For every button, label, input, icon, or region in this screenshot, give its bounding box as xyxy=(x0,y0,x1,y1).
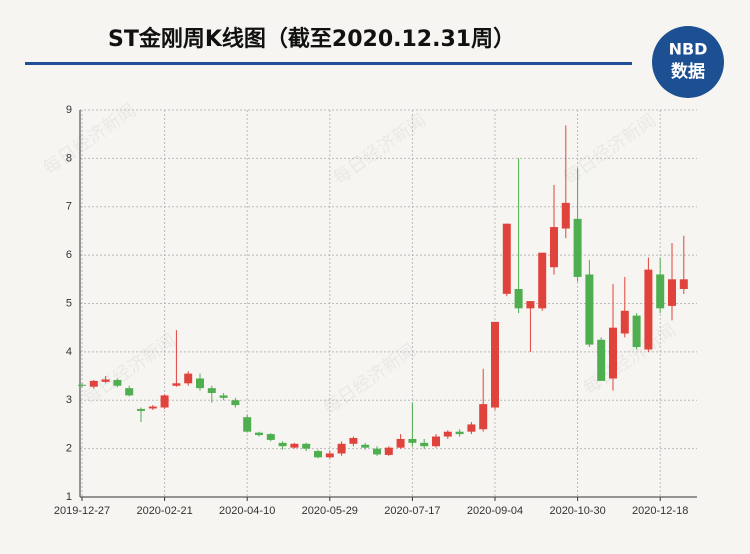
candle-body xyxy=(125,388,134,396)
candle-body xyxy=(101,379,110,382)
candle-body xyxy=(609,327,617,379)
y-tick-label: 3 xyxy=(66,394,72,406)
candle-body xyxy=(514,288,523,309)
y-tick-label: 2 xyxy=(66,443,72,455)
candle-body xyxy=(373,448,381,455)
candle-body xyxy=(361,444,370,448)
candle-body xyxy=(585,274,594,345)
candle-body xyxy=(137,408,145,411)
logo-circle xyxy=(652,26,724,98)
x-tick-label: 2020-07-17 xyxy=(384,505,440,517)
candle-body xyxy=(89,380,98,387)
candle-body xyxy=(148,406,157,409)
candle-body xyxy=(420,442,429,447)
logo-text: 数据 xyxy=(671,61,705,82)
x-tick-label: 2019-12-27 xyxy=(54,505,110,517)
candle-body xyxy=(255,432,263,436)
candle-body xyxy=(219,395,228,398)
x-tick-label: 2020-04-10 xyxy=(219,505,275,517)
candle-body xyxy=(396,438,405,448)
logo-text: NBD xyxy=(669,40,708,59)
y-tick-label: 7 xyxy=(66,201,72,213)
candle-body xyxy=(349,437,358,444)
y-tick-label: 1 xyxy=(66,491,72,503)
candle-body xyxy=(644,269,653,350)
logo: NBD 数据 xyxy=(652,26,724,98)
candle-body xyxy=(207,388,216,393)
candle-body xyxy=(302,443,311,449)
x-tick-label: 2020-05-29 xyxy=(302,505,358,517)
title-rule xyxy=(25,62,632,65)
candle-body xyxy=(231,400,240,406)
candle-body xyxy=(479,404,488,430)
y-tick-label: 4 xyxy=(66,346,72,358)
candle-body xyxy=(408,438,417,443)
candle-body xyxy=(290,443,299,448)
candle-body xyxy=(632,315,641,348)
candle-body xyxy=(656,274,665,309)
y-tick-label: 8 xyxy=(66,152,72,164)
y-tick-label: 5 xyxy=(66,297,72,309)
candle-body xyxy=(538,252,547,309)
candle-body xyxy=(314,451,322,458)
candle-body xyxy=(196,378,204,389)
candle-body xyxy=(172,383,181,386)
candle-body xyxy=(184,373,193,384)
candle-body xyxy=(573,218,582,277)
candle-body xyxy=(384,447,393,455)
candle-body xyxy=(526,301,535,309)
candle-body xyxy=(325,453,334,458)
candle-body xyxy=(432,436,440,447)
y-tick-label: 9 xyxy=(66,104,72,116)
watermark: 每日经济新闻 xyxy=(329,110,430,189)
watermark: 每日经济新闻 xyxy=(39,100,140,179)
candle-body xyxy=(620,310,629,334)
candle-body xyxy=(561,202,570,229)
candle-body xyxy=(679,279,688,289)
x-tick-label: 2020-12-18 xyxy=(632,505,688,517)
candle-body xyxy=(455,431,464,435)
chart-title: ST金刚周K线图（截至2020.12.31周） xyxy=(108,26,515,52)
candle-body xyxy=(443,431,452,437)
watermark: 每日经济新闻 xyxy=(579,320,680,399)
candle-body xyxy=(502,223,511,294)
candle-body xyxy=(337,443,346,454)
candle-body xyxy=(491,321,499,408)
candle-body xyxy=(160,395,169,408)
watermark: 每日经济新闻 xyxy=(559,110,660,189)
candle-body xyxy=(78,384,86,386)
candle-body xyxy=(243,417,252,432)
x-tick-label: 2020-10-30 xyxy=(549,505,605,517)
candle-body xyxy=(467,424,476,432)
x-tick-label: 2020-09-04 xyxy=(467,505,523,517)
x-tick-label: 2020-02-21 xyxy=(136,505,192,517)
candle-body xyxy=(668,279,676,306)
candle-body xyxy=(550,227,558,268)
y-tick-label: 6 xyxy=(66,249,72,261)
candle-body xyxy=(113,379,122,386)
candle-body xyxy=(266,434,275,440)
plot: 1 2 3 4 5 6 7 8 9 2019-12-27 2020-02-21 2020-04-10 2… xyxy=(54,104,697,517)
candle-body xyxy=(597,339,606,381)
candle-body xyxy=(278,442,287,447)
